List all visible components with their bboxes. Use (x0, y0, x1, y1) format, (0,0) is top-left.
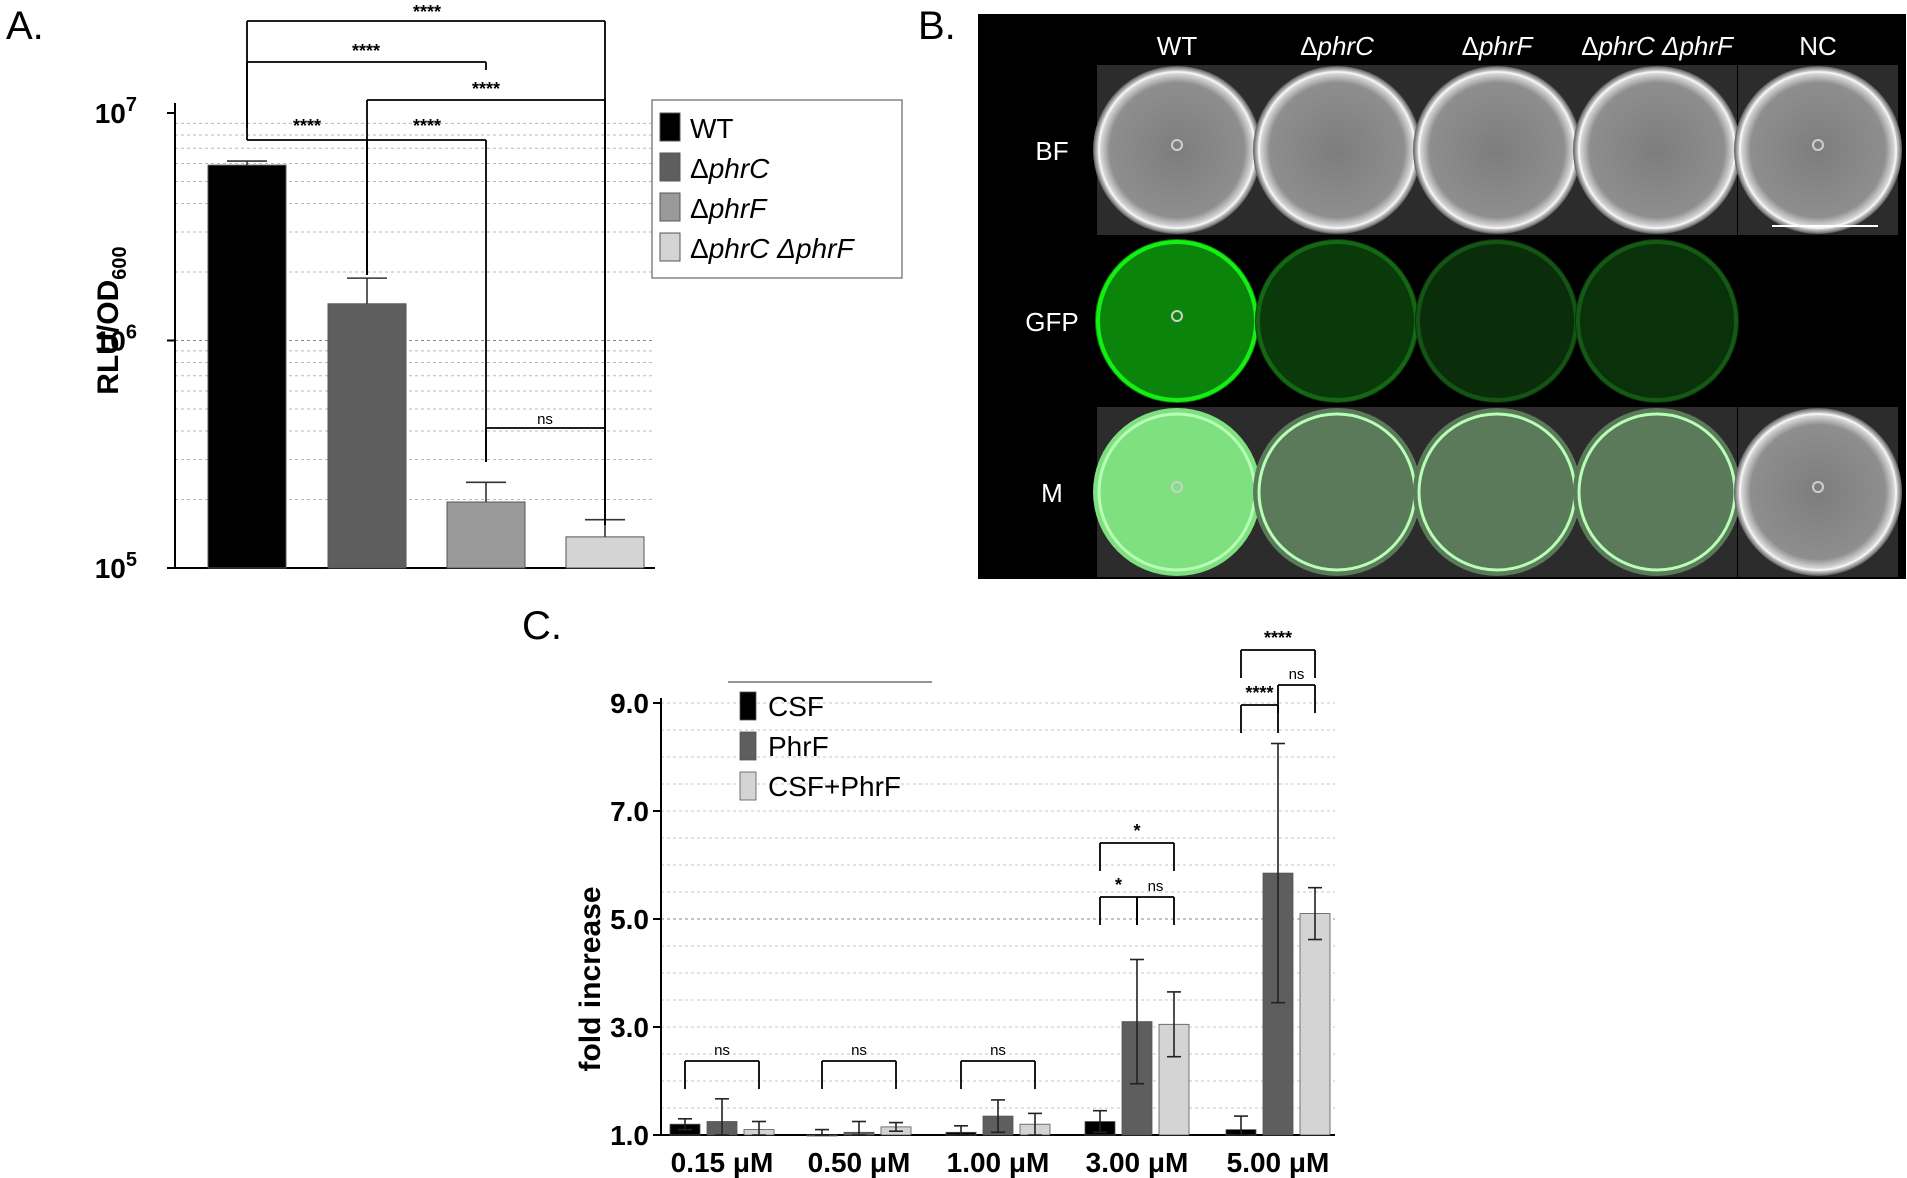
bar-2 (446, 501, 526, 569)
sig-label: * (1133, 821, 1140, 841)
legend-label: WT (690, 113, 734, 144)
legend-label: PhrF (768, 731, 829, 762)
merged-well-rim (1739, 413, 1897, 571)
column-header: ΔphrC ΔphrF (1581, 31, 1735, 61)
legend-swatch (659, 192, 681, 222)
bar-CSF+PhrF (1299, 913, 1331, 1136)
sig-label: **** (352, 41, 380, 61)
sig-label: * (1115, 875, 1122, 895)
bf-well (1573, 66, 1741, 234)
y-tick-label: 5.0 (610, 904, 649, 935)
legend-label: ΔphrF (690, 193, 768, 224)
x-tick-label: 0.50 μM (808, 1147, 911, 1178)
colony-center-mark (1812, 139, 1824, 151)
legend-swatch (659, 232, 681, 262)
bar-0 (207, 164, 287, 569)
panel-b-microscopy: WT ΔphrC ΔphrF ΔphrC ΔphrF NC BF GFP M (978, 14, 1906, 579)
merged-well (1573, 408, 1741, 576)
row-label: M (1041, 478, 1063, 508)
sig-label: **** (1264, 628, 1292, 648)
sig-label: ns (1289, 666, 1305, 683)
legend-swatch (739, 771, 757, 801)
colony-center-mark (1171, 310, 1183, 322)
colony-center-mark (1812, 481, 1824, 493)
y-axis-label: fold increase (574, 886, 607, 1071)
y-tick-label: 9.0 (610, 688, 649, 719)
colony-center-mark (1171, 139, 1183, 151)
row-label: GFP (1025, 307, 1078, 337)
sig-label: **** (413, 2, 441, 22)
y-tick-label: 107 (95, 94, 137, 129)
panel-b-letter: B. (918, 4, 956, 48)
legend-box (651, 99, 903, 279)
sig-label: ns (537, 411, 553, 428)
y-tick-label: 3.0 (610, 1012, 649, 1043)
sig-label: ns (990, 1042, 1006, 1059)
sig-label: ns (1148, 878, 1164, 895)
x-tick-label: 0.15 μM (671, 1147, 774, 1178)
merged-well (1253, 408, 1421, 576)
panel-a-chart: 105 106 107 RLU/OD600 **** **** **** **** **** ns… (92, 2, 903, 584)
colony-center-mark (1171, 481, 1183, 493)
bf-well-rim (1739, 71, 1897, 229)
bar-3 (565, 536, 645, 569)
y-tick-label: 7.0 (610, 796, 649, 827)
x-tick-label: 3.00 μM (1086, 1147, 1189, 1178)
panel-c-chart: 1.0 3.0 5.0 7.0 9.0 fold increase 0.15 μM 0.50 … (574, 628, 1335, 1178)
x-tick-label: 5.00 μM (1227, 1147, 1330, 1178)
row-label: BF (1035, 136, 1068, 166)
bf-well (1253, 66, 1421, 234)
sig-label: **** (413, 116, 441, 136)
gfp-well (1575, 239, 1739, 403)
sig-label: **** (1245, 683, 1273, 703)
y-tick-label: 105 (95, 549, 137, 584)
gfp-well (1415, 239, 1579, 403)
column-header: NC (1799, 31, 1837, 61)
sig-label: ns (714, 1042, 730, 1059)
bf-well (1413, 66, 1581, 234)
legend-swatch (739, 691, 757, 721)
sig-label: ns (851, 1042, 867, 1059)
column-header: ΔphrC (1300, 31, 1374, 61)
sig-label: **** (472, 79, 500, 99)
gfp-well-rim (1576, 240, 1738, 402)
panel-a-letter: A. (6, 4, 44, 48)
y-tick-label: 1.0 (610, 1120, 649, 1151)
panel-c-letter: C. (522, 604, 562, 648)
legend-label: ΔphrC (690, 153, 770, 184)
legend-label: ΔphrC ΔphrF (690, 233, 855, 264)
legend-swatch (659, 112, 681, 142)
legend-label: CSF+PhrF (768, 771, 901, 802)
sig-label: **** (293, 116, 321, 136)
y-tick-label: 106 (95, 322, 137, 357)
gfp-well (1255, 239, 1419, 403)
merged-well (1413, 408, 1581, 576)
legend-swatch (659, 152, 681, 182)
column-header: WT (1157, 31, 1198, 61)
x-tick-label: 1.00 μM (947, 1147, 1050, 1178)
column-header: ΔphrF (1462, 31, 1535, 61)
legend-swatch (739, 731, 757, 761)
legend-label: CSF (768, 691, 824, 722)
bar-1 (327, 303, 407, 569)
y-axis-label: RLU/OD600 (92, 246, 131, 394)
